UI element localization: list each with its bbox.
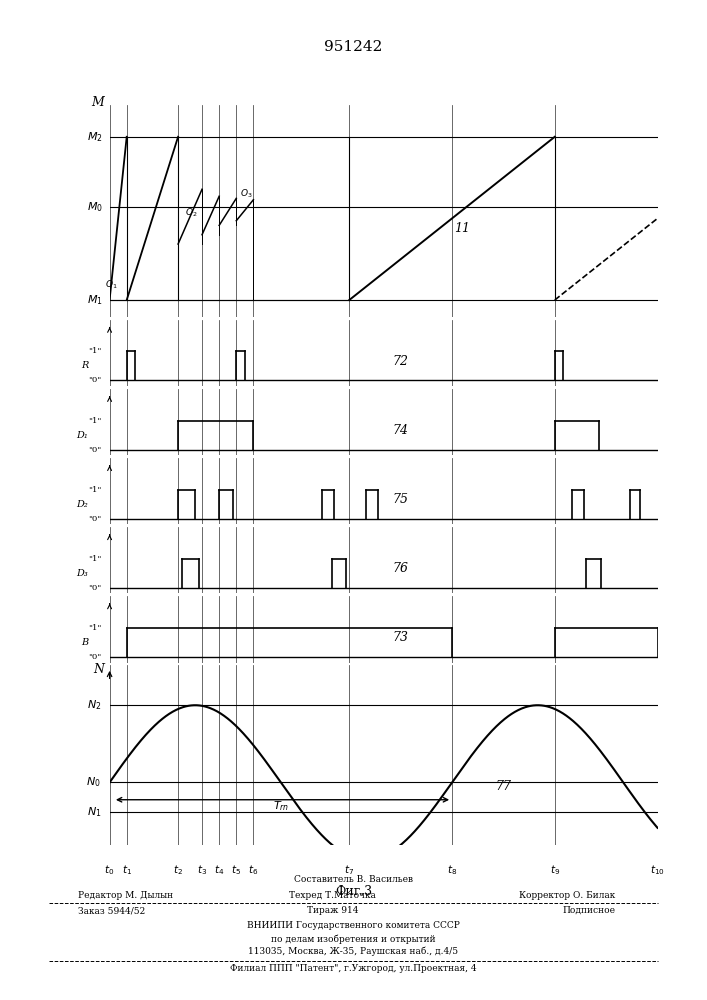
Text: $t_{10}$: $t_{10}$ <box>650 863 665 877</box>
Text: $O_1$: $O_1$ <box>105 278 117 291</box>
Text: $M_1$: $M_1$ <box>87 293 103 307</box>
Text: Тираж 914: Тираж 914 <box>307 906 358 915</box>
Text: 75: 75 <box>392 493 409 506</box>
Text: "1": "1" <box>88 624 101 632</box>
Text: "1": "1" <box>88 555 101 563</box>
Text: $O_2$: $O_2$ <box>185 206 197 219</box>
Text: R: R <box>81 361 88 370</box>
Text: Составитель В. Васильев: Составитель В. Васильев <box>294 875 413 884</box>
Text: D₁: D₁ <box>76 431 88 440</box>
Text: $t_4$: $t_4$ <box>214 863 224 877</box>
Text: D₂: D₂ <box>76 500 88 509</box>
Text: 951242: 951242 <box>325 40 382 54</box>
Text: Редактор М. Дылын: Редактор М. Дылын <box>78 891 173 900</box>
Text: "0": "0" <box>88 446 101 454</box>
Text: $M_0$: $M_0$ <box>86 200 103 214</box>
Text: 76: 76 <box>392 562 409 575</box>
Text: 73: 73 <box>392 631 409 644</box>
Text: D₃: D₃ <box>76 569 88 578</box>
Text: "0": "0" <box>88 376 101 384</box>
Text: "0": "0" <box>88 515 101 523</box>
Text: $t_7$: $t_7$ <box>344 863 354 877</box>
Text: $t_5$: $t_5$ <box>231 863 241 877</box>
Text: Филиал ППП "Патент", г.Ужгород, ул.Проектная, 4: Филиал ППП "Патент", г.Ужгород, ул.Проек… <box>230 964 477 973</box>
Text: 113035, Москва, Ж-35, Раушская наб., д.4/5: 113035, Москва, Ж-35, Раушская наб., д.4… <box>248 947 459 956</box>
Text: "1": "1" <box>88 486 101 494</box>
Text: Фиг.3: Фиг.3 <box>335 885 372 898</box>
Text: $t_3$: $t_3$ <box>197 863 207 877</box>
Text: 11: 11 <box>455 222 470 235</box>
Text: $N_0$: $N_0$ <box>86 776 101 789</box>
Text: $M_2$: $M_2$ <box>87 130 103 144</box>
Text: $t_6$: $t_6$ <box>248 863 259 877</box>
Text: B: B <box>81 638 88 647</box>
Text: $t_1$: $t_1$ <box>122 863 132 877</box>
Text: "1": "1" <box>88 417 101 425</box>
Text: "0": "0" <box>88 653 101 661</box>
Text: "1": "1" <box>88 347 101 355</box>
Text: Подписное: Подписное <box>562 906 615 915</box>
Text: $T_{rn}$: $T_{rn}$ <box>273 799 289 813</box>
Text: 72: 72 <box>392 355 409 368</box>
Text: M: M <box>91 96 104 109</box>
Text: $t_0$: $t_0$ <box>105 863 115 877</box>
Text: $t_9$: $t_9$ <box>549 863 560 877</box>
Text: Техред Т.Маточка: Техред Т.Маточка <box>289 891 375 900</box>
Text: Заказ 5944/52: Заказ 5944/52 <box>78 906 145 915</box>
Text: $t_2$: $t_2$ <box>173 863 183 877</box>
Text: $t_8$: $t_8$ <box>447 863 457 877</box>
Text: $N_2$: $N_2$ <box>87 698 101 712</box>
Text: N: N <box>93 663 104 676</box>
Text: $O_3$: $O_3$ <box>240 187 252 200</box>
Text: Корректор О. Билак: Корректор О. Билак <box>519 891 615 900</box>
Text: "0": "0" <box>88 584 101 592</box>
Text: ВНИИПИ Государственного комитета СССР: ВНИИПИ Государственного комитета СССР <box>247 921 460 930</box>
Text: $N_1$: $N_1$ <box>86 805 101 819</box>
Text: 74: 74 <box>392 424 409 437</box>
Text: по делам изобретения и открытий: по делам изобретения и открытий <box>271 934 436 944</box>
Text: 77: 77 <box>496 780 511 793</box>
